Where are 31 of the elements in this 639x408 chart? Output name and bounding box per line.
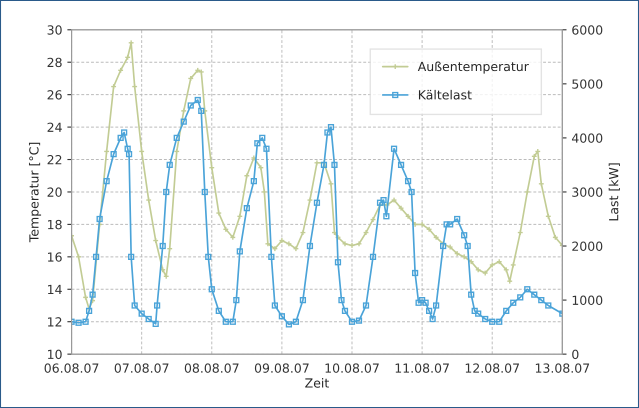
x-tick-label: 07.08.07 [114, 363, 168, 373]
y2-tick-label: 2000 [572, 241, 602, 251]
y2-tick-label: 0 [572, 350, 578, 360]
y-tick-label: 14 [48, 284, 62, 294]
y-tick-label: 10 [48, 350, 62, 360]
x-tick-label: 12.08.07 [466, 363, 519, 373]
x-tick-label: 13.08.07 [536, 363, 590, 373]
y-tick-label: 28 [48, 58, 62, 68]
legend-label: Außentemperatur [418, 62, 529, 74]
y-tick-label: 26 [48, 90, 62, 100]
y2-tick-label: 5000 [572, 79, 602, 89]
x-tick-label: 09.08.07 [254, 363, 309, 373]
x-axis-title: Zeit [305, 378, 329, 388]
x-tick-label: 06.08.07 [44, 363, 98, 373]
y-axis-title: Temperatur [°C] [28, 142, 42, 242]
x-tick-label: 08.08.07 [184, 363, 239, 373]
x-tick-label: 10.08.07 [326, 363, 379, 373]
y-tick-label: 22 [48, 155, 62, 164]
x-tick-label: 11.08.07 [396, 363, 449, 373]
y2-axis-title: Last [kW] [608, 163, 620, 220]
y-tick-label: 30 [48, 25, 62, 35]
y-tick-label: 20 [48, 187, 62, 197]
y2-tick-label: 1000 [572, 296, 602, 306]
y2-tick-label: 4000 [572, 133, 602, 143]
y2-tick-label: 6000 [572, 25, 602, 35]
y-tick-label: 12 [48, 317, 62, 326]
y-tick-label: 24 [48, 122, 62, 132]
y-tick-label: 18 [48, 220, 62, 230]
y-tick-label: 16 [48, 252, 62, 262]
y2-tick-label: 3000 [572, 187, 602, 197]
legend-label: Kältelast [418, 90, 472, 100]
